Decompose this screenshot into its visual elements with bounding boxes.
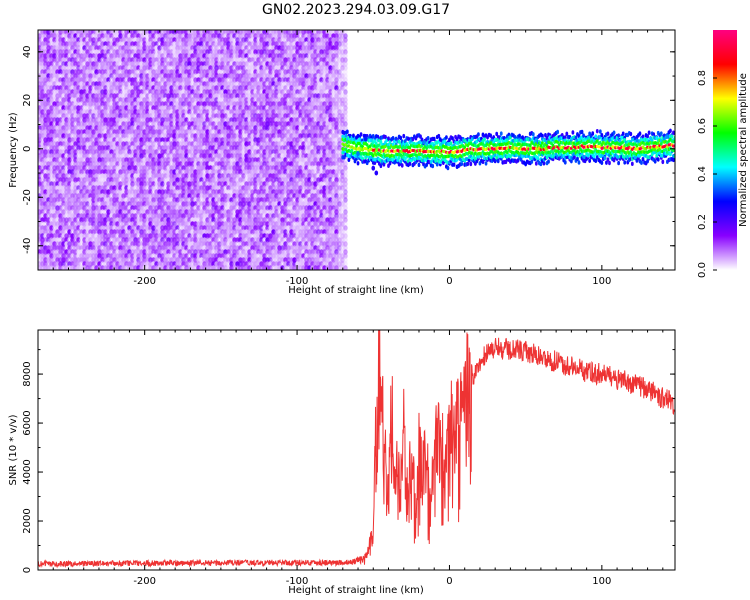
figure-title: GN02.2023.294.03.09.G17 bbox=[262, 2, 450, 18]
noise-cells bbox=[38, 30, 348, 270]
